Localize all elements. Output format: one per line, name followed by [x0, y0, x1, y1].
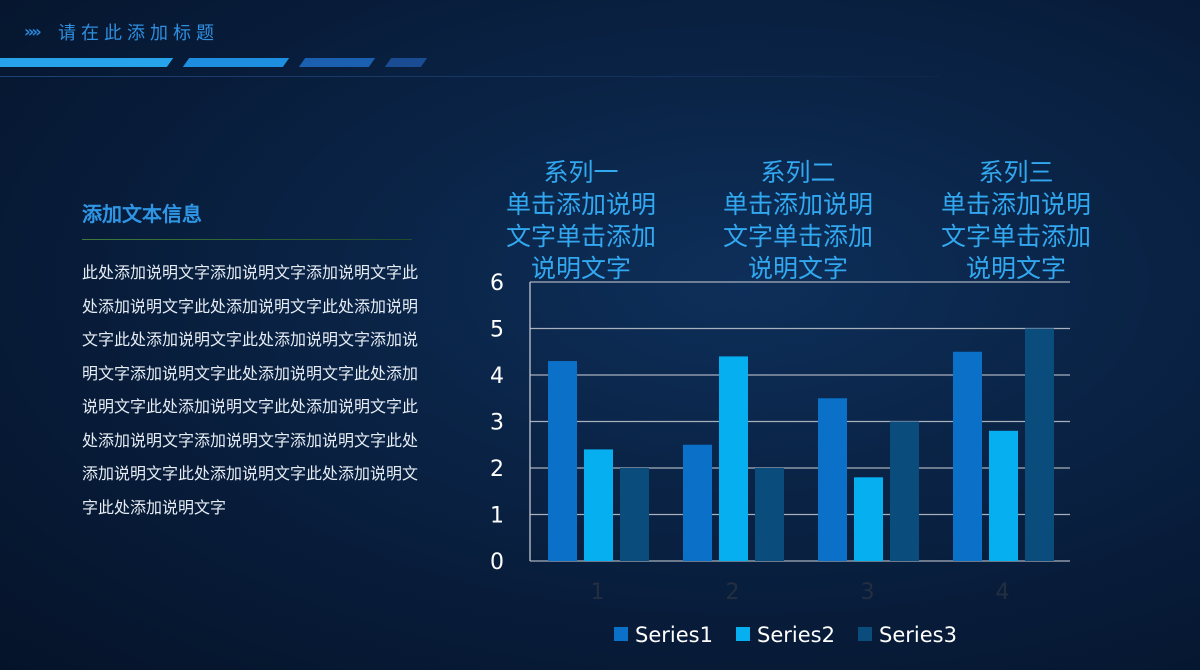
y-tick-label: 2: [490, 457, 504, 482]
text-panel: 添加文本信息 此处添加说明文字添加说明文字添加说明文字此处添加说明文字此处添加说…: [82, 198, 422, 524]
legend-swatch: [736, 627, 750, 641]
bar-series1-2: [683, 444, 712, 561]
text-divider: [82, 239, 412, 240]
bar-series1-1: [548, 361, 577, 561]
legend-swatch: [614, 627, 628, 641]
bar-series1-4: [953, 351, 982, 561]
bar-series2-4: [989, 430, 1018, 561]
annotation-line: 文字单击添加: [723, 222, 873, 251]
y-tick-label: 5: [490, 318, 504, 343]
text-heading: 添加文本信息: [82, 202, 202, 226]
bar-series3-1: [620, 468, 649, 561]
annotation-line: 系列三: [978, 158, 1053, 187]
y-tick-label: 1: [490, 504, 504, 529]
annotation-line: 说明文字: [531, 254, 631, 283]
annotation-line: 单击添加说明: [723, 190, 873, 219]
text-body: 此处添加说明文字添加说明文字添加说明文字此处添加说明文字此处添加说明文字此处添加…: [82, 263, 419, 517]
chevrons-icon: »»: [24, 22, 42, 41]
bar-series3-3: [890, 421, 919, 561]
legend-label: Series1: [635, 623, 713, 647]
annotation-line: 系列二: [760, 158, 835, 187]
x-tick-label: 1: [591, 580, 605, 605]
legend-label: Series2: [757, 623, 835, 647]
bar-series2-3: [854, 477, 883, 561]
legend-swatch: [858, 627, 872, 641]
y-tick-label: 6: [490, 271, 504, 296]
x-tick-label: 2: [726, 580, 740, 605]
annotation-line: 系列一: [543, 158, 618, 187]
header: »» 请在此添加标题: [0, 0, 1200, 80]
annotation-line: 文字单击添加: [506, 222, 656, 251]
annotation-line: 文字单击添加: [941, 222, 1091, 251]
annotation-line: 说明文字: [966, 254, 1066, 283]
x-tick-label: 3: [861, 580, 875, 605]
y-tick-label: 0: [490, 550, 504, 575]
annotation-line: 说明文字: [748, 254, 848, 283]
bar-series2-1: [584, 449, 613, 561]
y-tick-label: 3: [490, 411, 504, 436]
bar-series3-4: [1025, 328, 1054, 561]
page-title: 请在此添加标题: [58, 23, 219, 44]
header-divider: [0, 76, 940, 77]
bar-series3-2: [755, 468, 784, 561]
y-tick-label: 4: [490, 364, 504, 389]
x-tick-label: 4: [996, 580, 1010, 605]
legend-label: Series3: [879, 623, 957, 647]
bar-series1-3: [818, 398, 847, 561]
annotation-line: 单击添加说明: [506, 190, 656, 219]
bar-series2-2: [719, 356, 748, 561]
annotation-line: 单击添加说明: [941, 190, 1091, 219]
